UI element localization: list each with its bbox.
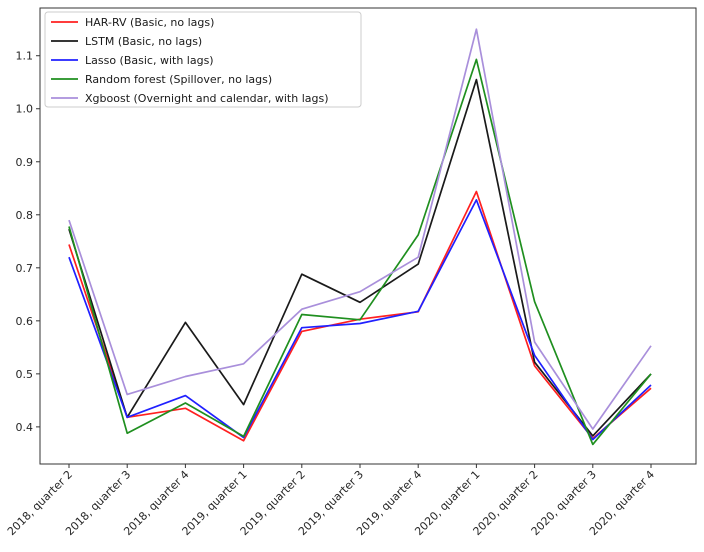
y-tick-label: 1.0 xyxy=(16,103,34,116)
series-line-4 xyxy=(68,28,652,430)
legend-box xyxy=(44,11,362,108)
series-line-2 xyxy=(68,199,652,441)
legend: HAR-RV (Basic, no lags) LSTM (Basic, no l… xyxy=(44,11,362,108)
legend-label: LSTM (Basic, no lags) xyxy=(85,35,202,48)
y-tick-label: 0.7 xyxy=(16,262,34,275)
y-tick-label: 0.4 xyxy=(16,421,34,434)
legend-label: Lasso (Basic, with lags) xyxy=(85,54,214,67)
series-layer xyxy=(68,28,652,446)
legend-label: Random forest (Spillover, no lags) xyxy=(85,73,272,86)
legend-label: Xgboost (Overnight and calendar, with la… xyxy=(85,92,329,105)
y-tick-label: 0.8 xyxy=(16,209,34,222)
y-axis: 0.4 0.5 0.6 0.7 0.8 0.9 1.0 1.1 xyxy=(16,50,40,434)
legend-label: HAR-RV (Basic, no lags) xyxy=(85,16,214,29)
y-tick-label: 0.9 xyxy=(16,156,34,169)
y-tick-label: 0.6 xyxy=(16,315,34,328)
series-line-3 xyxy=(68,58,652,446)
y-tick-label: 1.1 xyxy=(16,50,34,63)
series-line-1 xyxy=(68,78,652,437)
plot-frame xyxy=(39,7,697,465)
y-tick-label: 0.5 xyxy=(16,368,34,381)
